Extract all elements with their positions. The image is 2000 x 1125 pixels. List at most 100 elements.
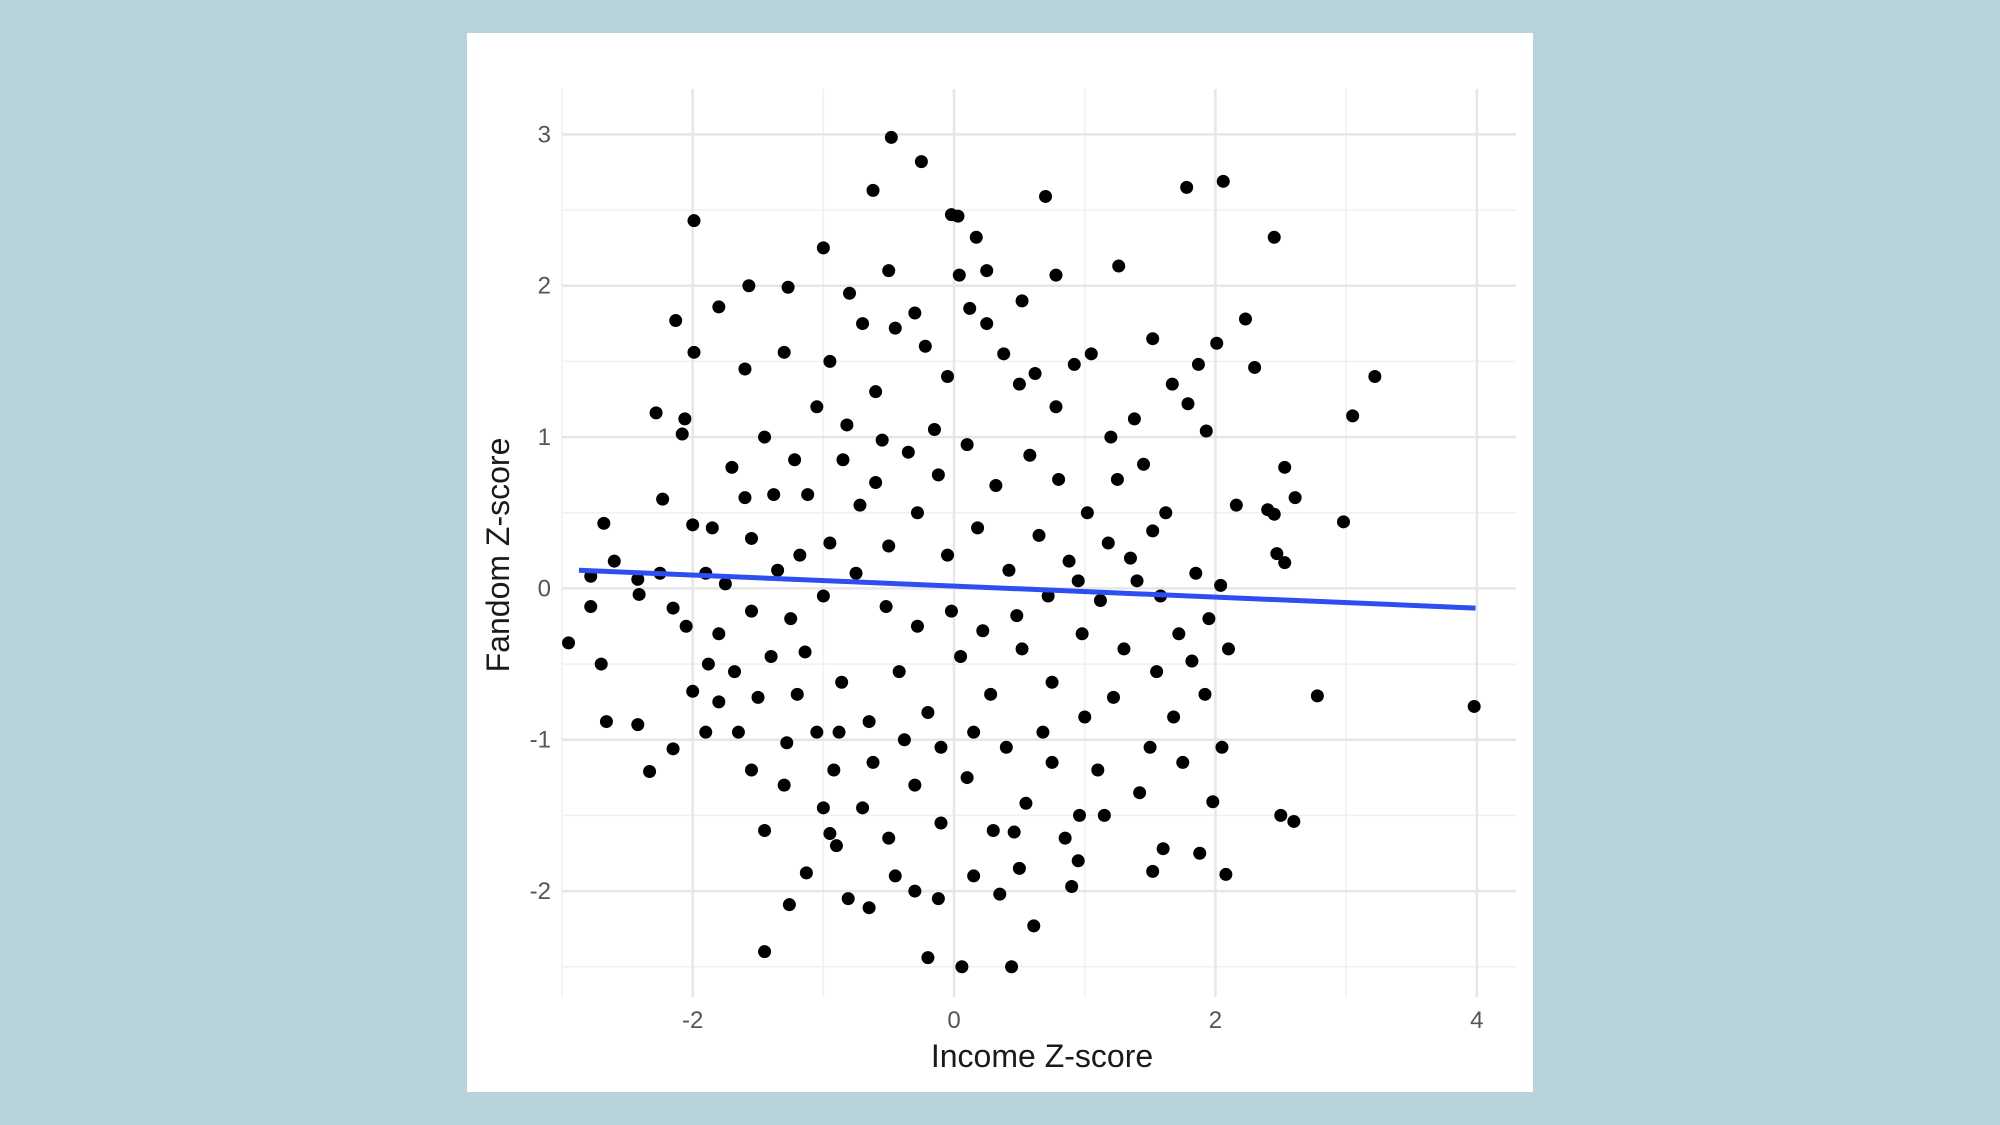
data-point (1167, 710, 1181, 724)
data-point (914, 155, 928, 169)
data-point (1143, 740, 1157, 754)
data-point (832, 725, 846, 739)
data-point (955, 960, 969, 974)
data-point (960, 771, 974, 785)
data-point (918, 339, 932, 353)
data-point (701, 657, 715, 671)
data-point (908, 884, 922, 898)
data-point (767, 488, 781, 502)
data-point (607, 554, 621, 568)
data-point (816, 241, 830, 255)
data-point (1015, 294, 1029, 308)
chart-panel: -2 0 2 4 -2 -1 0 1 2 3 Income Z-score Fandom Z-s… (467, 33, 1533, 1092)
data-point (1221, 642, 1235, 656)
data-point (931, 468, 945, 482)
data-point (921, 951, 935, 965)
data-point (888, 869, 902, 883)
data-point (1117, 642, 1131, 656)
data-point (921, 705, 935, 719)
data-point (1180, 180, 1194, 194)
data-point (934, 740, 948, 754)
data-point (1052, 472, 1066, 486)
data-point (1039, 189, 1053, 203)
data-point (967, 869, 981, 883)
data-point (1127, 412, 1141, 426)
y-axis-tick-labels: -2 -1 0 1 2 3 (530, 121, 551, 905)
data-point (1198, 687, 1212, 701)
data-point (1015, 642, 1029, 656)
data-point (1150, 665, 1164, 679)
data-point (738, 362, 752, 376)
data-point (738, 491, 752, 505)
data-point (934, 816, 948, 830)
data-point (728, 665, 742, 679)
data-point (823, 827, 837, 841)
data-point (1219, 867, 1233, 881)
data-point (884, 130, 898, 144)
data-point (952, 268, 966, 282)
data-point (771, 563, 785, 577)
data-point (1310, 689, 1324, 703)
data-point (1215, 740, 1229, 754)
data-point (997, 347, 1011, 361)
data-point (1104, 430, 1118, 444)
data-point (908, 306, 922, 320)
data-point (1019, 796, 1033, 810)
data-point (888, 321, 902, 335)
data-point (971, 521, 985, 535)
data-point (744, 604, 758, 618)
data-point (1346, 409, 1360, 423)
data-point (892, 665, 906, 679)
data-point (910, 506, 924, 520)
data-point (649, 406, 663, 420)
data-point (1027, 919, 1041, 933)
data-point (1091, 763, 1105, 777)
data-point (1071, 574, 1085, 588)
x-tick-label: 4 (1470, 1007, 1483, 1034)
data-points (562, 130, 1481, 974)
data-point (866, 183, 880, 197)
data-point (1073, 808, 1087, 822)
data-point (853, 498, 867, 512)
x-axis-tick-labels: -2 0 2 4 (682, 1007, 1483, 1034)
data-point (1193, 846, 1207, 860)
data-point (836, 453, 850, 467)
data-point (944, 604, 958, 618)
data-point (810, 400, 824, 414)
y-tick-label: -1 (530, 727, 551, 754)
data-point (841, 892, 855, 906)
data-point (1278, 556, 1292, 570)
data-point (1133, 786, 1147, 800)
data-point (1078, 710, 1092, 724)
data-point (1214, 578, 1228, 592)
data-point (1093, 594, 1107, 608)
data-point (1071, 854, 1085, 868)
data-point (849, 566, 863, 580)
data-point (869, 385, 883, 399)
data-point (827, 763, 841, 777)
data-point (666, 601, 680, 615)
data-point (751, 690, 765, 704)
data-point (781, 280, 795, 294)
data-point (1267, 230, 1281, 244)
regression-line (578, 567, 1476, 611)
data-point (643, 765, 657, 779)
data-point (1336, 515, 1350, 529)
data-point (1075, 627, 1089, 641)
data-point (793, 548, 807, 562)
data-point (686, 518, 700, 532)
data-point (1045, 755, 1059, 769)
data-point (801, 488, 815, 502)
data-point (1191, 357, 1205, 371)
data-point (1110, 472, 1124, 486)
data-point (1062, 554, 1076, 568)
data-point (1130, 574, 1144, 588)
data-point (1146, 864, 1160, 878)
data-point (1199, 424, 1213, 438)
data-point (816, 801, 830, 815)
data-point (764, 650, 778, 663)
data-point (731, 725, 745, 739)
data-point (799, 866, 813, 880)
data-point (725, 460, 739, 474)
data-point (1012, 377, 1026, 391)
